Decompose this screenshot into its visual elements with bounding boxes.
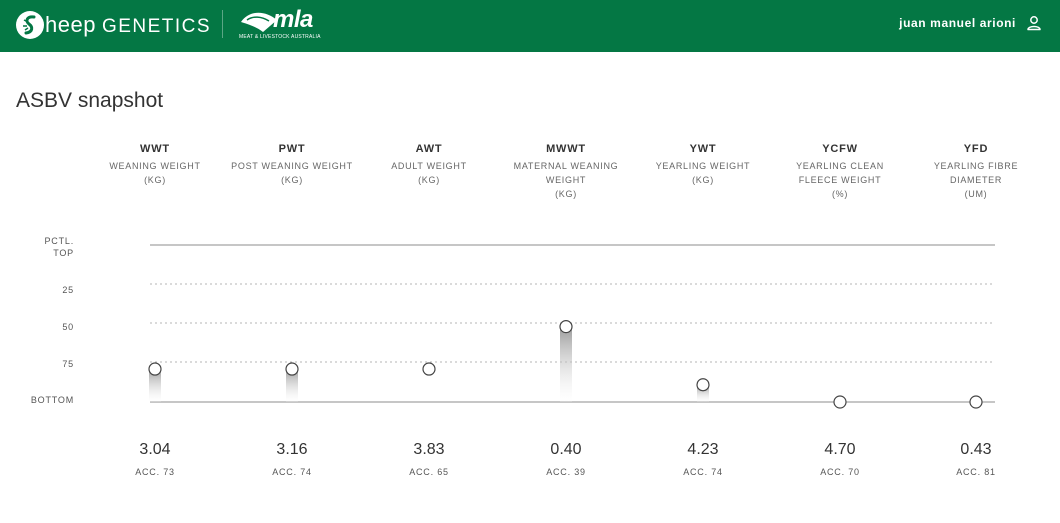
trait-description-line: DIAMETER	[949, 175, 1003, 185]
trait-description-line: (KG)	[418, 175, 440, 185]
trait-description-line: (KG)	[692, 175, 714, 185]
user-icon[interactable]	[1026, 15, 1042, 31]
trait-description: YEARLING FIBRE DIAMETER (UM)	[906, 159, 1046, 201]
percentile-label-50: 50	[20, 321, 74, 333]
user-name[interactable]: juan manuel arioni	[899, 16, 1016, 30]
percentile-label-bottom: BOTTOM	[20, 394, 74, 406]
trait-value-wwt: 3.04	[139, 441, 171, 458]
trait-header-pwt: PWT POST WEANING WEIGHT (KG)	[222, 143, 362, 187]
percentile-label-line: TOP	[53, 248, 74, 258]
trait-description-line: WEANING WEIGHT	[109, 161, 201, 171]
percentile-label-line: 75	[62, 359, 74, 369]
trait-abbr: AWT	[415, 143, 443, 155]
percentile-point-mwwt[interactable]	[559, 320, 573, 334]
trait-accuracy-awt: ACC. 65	[409, 467, 449, 477]
trait-header-awt: AWT ADULT WEIGHT (KG)	[359, 143, 499, 187]
trait-description-line: YEARLING FIBRE	[933, 161, 1019, 171]
trait-accuracy-pwt: ACC. 74	[272, 467, 312, 477]
percentile-point-ycfw[interactable]	[833, 395, 847, 409]
trait-accuracy-wwt: ACC. 73	[135, 467, 175, 477]
trait-description-line: MATERNAL WEANING	[513, 161, 619, 171]
percentile-label-line: PCTL.	[44, 236, 74, 246]
trait-header-ycfw: YCFW YEARLING CLEAN FLEECE WEIGHT (%)	[770, 143, 910, 201]
percentile-bar-mwwt	[560, 326, 572, 402]
header-divider	[222, 10, 223, 38]
trait-description-line: YEARLING CLEAN	[796, 161, 884, 171]
percentile-label-top: PCTL. TOP	[20, 235, 74, 259]
brand-lower: heep	[45, 12, 96, 37]
trait-abbr: YCFW	[822, 143, 858, 155]
trait-description-line: WEIGHT	[545, 175, 587, 185]
trait-abbr: MWWT	[546, 143, 586, 155]
percentile-point-ywt[interactable]	[696, 378, 710, 392]
percentile-label-line: BOTTOM	[30, 395, 74, 405]
percentile-point-awt[interactable]	[422, 362, 436, 376]
trait-description: WEANING WEIGHT (KG)	[85, 159, 225, 187]
trait-header-yfd: YFD YEARLING FIBRE DIAMETER (UM)	[906, 143, 1046, 201]
trait-description: ADULT WEIGHT (KG)	[359, 159, 499, 187]
page-title: ASBV snapshot	[16, 89, 164, 112]
trait-description: YEARLING WEIGHT (KG)	[633, 159, 773, 187]
percentile-label-25: 25	[20, 284, 74, 296]
trait-description-line: (UM)	[964, 189, 988, 199]
trait-value-ywt: 4.23	[687, 441, 719, 458]
trait-description-line: FLEECE WEIGHT	[798, 175, 882, 185]
percentile-bar-pwt	[286, 369, 298, 402]
percentile-point-yfd[interactable]	[969, 395, 983, 409]
mla-wordmark: mla	[273, 6, 313, 33]
percentile-label-75: 75	[20, 358, 74, 370]
top-bar: heep GENETICS mla MEAT & LIVESTOCK AUSTRA…	[0, 0, 1060, 52]
percentile-point-pwt[interactable]	[285, 362, 299, 376]
trait-value-awt: 3.83	[413, 441, 445, 458]
trait-abbr: YFD	[963, 143, 989, 155]
trait-abbr: YWT	[689, 143, 717, 155]
trait-abbr: WWT	[140, 143, 170, 155]
user-menu[interactable]: juan manuel arioni	[899, 15, 1042, 31]
trait-accuracy-mwwt: ACC. 39	[546, 467, 586, 477]
trait-description: POST WEANING WEIGHT (KG)	[222, 159, 362, 187]
trait-value-pwt: 3.16	[276, 441, 308, 458]
trait-accuracy-ycfw: ACC. 70	[820, 467, 860, 477]
trait-description-line: ADULT WEIGHT	[391, 161, 467, 171]
trait-header-wwt: WWT WEANING WEIGHT (KG)	[85, 143, 225, 187]
trait-description-line: (%)	[831, 189, 849, 199]
percentile-point-wwt[interactable]	[148, 362, 162, 376]
percentile-label-line: 50	[62, 322, 74, 332]
trait-description: MATERNAL WEANING WEIGHT (KG)	[496, 159, 636, 201]
trait-accuracy-ywt: ACC. 74	[683, 467, 723, 477]
percentile-label-line: 25	[62, 285, 74, 295]
trait-value-yfd: 0.43	[960, 441, 992, 458]
trait-header-mwwt: MWWT MATERNAL WEANING WEIGHT (KG)	[496, 143, 636, 201]
trait-description: YEARLING CLEAN FLEECE WEIGHT (%)	[770, 159, 910, 201]
trait-accuracy-yfd: ACC. 81	[956, 467, 996, 477]
trait-value-mwwt: 0.40	[550, 441, 582, 458]
mla-subtitle: MEAT & LIVESTOCK AUSTRALIA	[239, 34, 321, 40]
mla-logo[interactable]: mla MEAT & LIVESTOCK AUSTRALIA	[239, 6, 321, 44]
trait-description-line: POST WEANING WEIGHT	[231, 161, 353, 171]
mla-swoosh-icon	[241, 12, 277, 32]
sheep-genetics-logo-icon	[16, 11, 44, 39]
trait-value-ycfw: 4.70	[824, 441, 856, 458]
brand-name: heep GENETICS	[45, 12, 211, 38]
trait-description-line: YEARLING WEIGHT	[655, 161, 751, 171]
brand-upper: GENETICS	[101, 16, 212, 37]
sheep-genetics-logo[interactable]: heep GENETICS	[16, 8, 211, 42]
percentile-bar-wwt	[149, 369, 161, 402]
trait-description-line: (KG)	[281, 175, 303, 185]
trait-abbr: PWT	[278, 143, 306, 155]
trait-description-line: (KG)	[555, 189, 577, 199]
trait-header-ywt: YWT YEARLING WEIGHT (KG)	[633, 143, 773, 187]
trait-description-line: (KG)	[144, 175, 166, 185]
